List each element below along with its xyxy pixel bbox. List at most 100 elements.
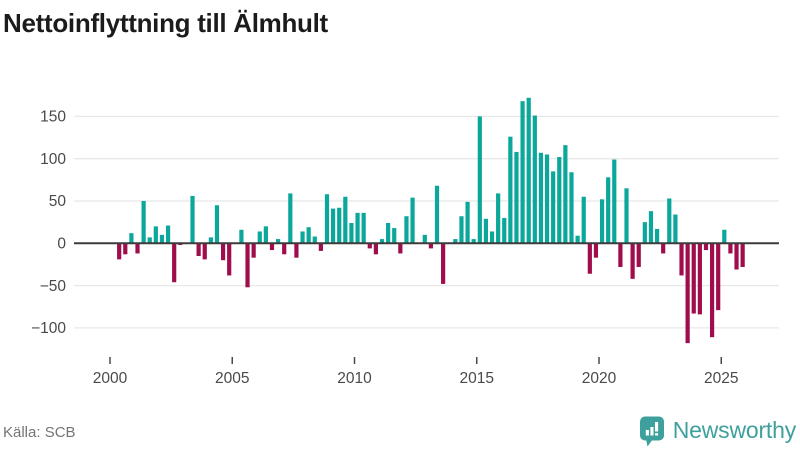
bar (159, 234, 165, 244)
bar (648, 211, 654, 244)
bar (703, 243, 709, 251)
bar (709, 243, 715, 338)
bar (612, 159, 617, 244)
bar (434, 185, 440, 244)
bar (722, 229, 727, 244)
bar (526, 97, 531, 244)
bar (398, 243, 403, 254)
bar (465, 201, 470, 244)
bar (355, 212, 360, 244)
bar (275, 239, 281, 244)
bar (331, 208, 336, 244)
bar (453, 239, 458, 244)
newsworthy-logo[interactable]: Newsworthy (639, 414, 796, 448)
bar (373, 243, 378, 255)
bar (520, 101, 525, 244)
y-axis-tick-label: 100 (40, 151, 66, 168)
bar (306, 227, 311, 244)
source-label: Källa: SCB (3, 424, 76, 441)
bar (569, 172, 574, 244)
bar (667, 198, 672, 244)
bar (532, 115, 537, 244)
bar (459, 216, 464, 244)
bar (673, 214, 678, 244)
bar (208, 237, 213, 244)
y-axis-tick-label: 50 (49, 193, 67, 210)
bar (636, 243, 641, 267)
bar (288, 193, 293, 244)
bar (691, 243, 696, 314)
bar (294, 243, 299, 258)
bar (422, 234, 427, 244)
bar (685, 243, 690, 344)
bar (318, 243, 323, 251)
bar (367, 243, 372, 249)
bar (697, 243, 702, 315)
bar (514, 151, 519, 244)
y-axis-tick-label: 0 (57, 236, 66, 253)
bar (654, 228, 660, 244)
bar (202, 243, 207, 260)
bar (361, 212, 366, 244)
bar (489, 231, 495, 244)
newsworthy-logo-icon (639, 415, 666, 447)
bar (471, 239, 476, 244)
bar (343, 196, 348, 244)
bar (147, 237, 152, 244)
newsworthy-wordmark: Newsworthy (672, 416, 796, 443)
bar (544, 154, 550, 244)
x-axis-tick-label: 2020 (582, 370, 617, 387)
bar (227, 243, 232, 276)
bar (245, 243, 250, 288)
bar (581, 196, 586, 244)
bar (563, 145, 568, 244)
bar (477, 116, 482, 244)
bar (141, 201, 146, 244)
x-axis-tick-label: 2015 (460, 370, 494, 387)
bar (214, 205, 220, 244)
x-axis-tick-label: 2010 (337, 370, 372, 387)
bar (606, 177, 611, 244)
bar (441, 243, 446, 284)
bar (165, 225, 171, 244)
bar (190, 195, 195, 244)
bar (379, 239, 385, 244)
y-axis-tick-label: 150 (40, 109, 66, 126)
x-axis-tick-label: 2005 (215, 370, 249, 387)
net-migration-bar-chart: 150 100 50 0 −50 −100 2000 2005 2010 2015 2020 2025 (31, 97, 779, 387)
bar (587, 243, 592, 274)
y-axis-tick-label: −100 (31, 320, 66, 337)
bar (196, 243, 201, 256)
bar (269, 243, 275, 251)
bar (324, 194, 330, 244)
y-axis-tick-label: −50 (40, 278, 67, 295)
bar (410, 197, 415, 244)
bar (220, 243, 226, 261)
bar (551, 171, 556, 244)
bar (502, 217, 507, 244)
bar (630, 243, 635, 279)
bar (728, 243, 733, 254)
bar (239, 229, 244, 244)
bar (386, 223, 391, 244)
bar (251, 243, 256, 258)
bar (263, 226, 268, 244)
bar (734, 243, 739, 270)
bar (117, 243, 122, 260)
bar (508, 136, 513, 244)
bar (618, 243, 623, 267)
bar (575, 235, 580, 244)
chart-title: Nettoinflyttning till Älmhult (3, 8, 328, 38)
x-axis-tick-label: 2025 (704, 370, 738, 387)
bar (661, 243, 666, 254)
x-axis-tick-label: 2000 (93, 370, 128, 387)
bar (404, 216, 409, 244)
bar (593, 243, 599, 258)
bar (483, 218, 489, 244)
bar (337, 207, 342, 244)
bar (135, 243, 140, 254)
bar (716, 243, 721, 311)
bar (300, 231, 305, 244)
bar (153, 226, 158, 244)
